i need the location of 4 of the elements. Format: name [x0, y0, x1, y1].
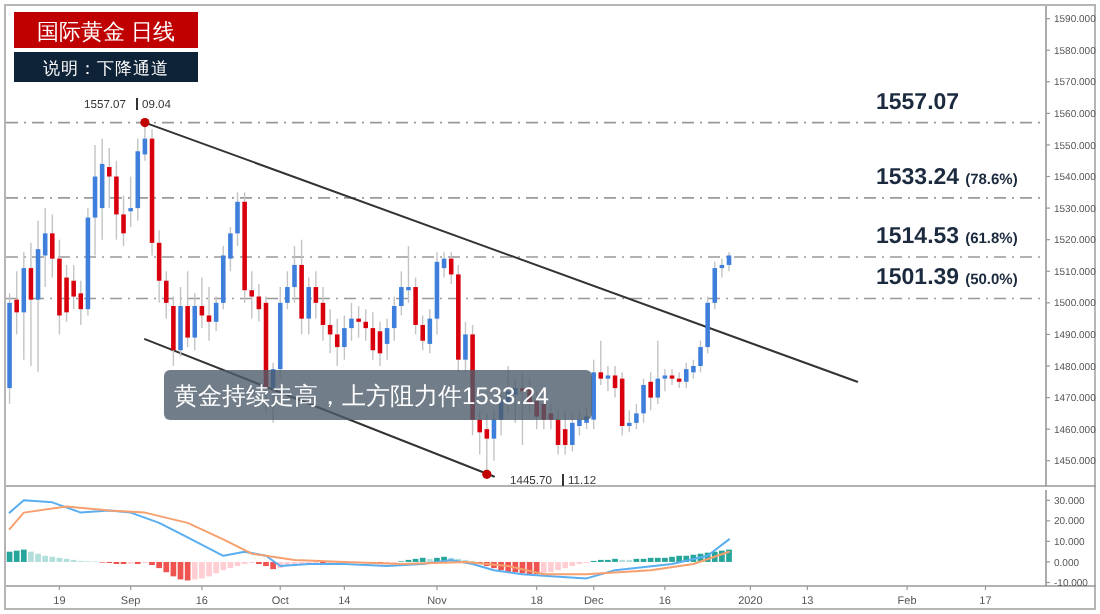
text: 国际黄金 日线 [36, 19, 176, 45]
annotation: 黄金持续走高，上方阻力件1533.24 [174, 382, 550, 410]
text: 说明：下降通道 [43, 58, 169, 78]
ref-line-label: 1557.07 [876, 90, 960, 115]
